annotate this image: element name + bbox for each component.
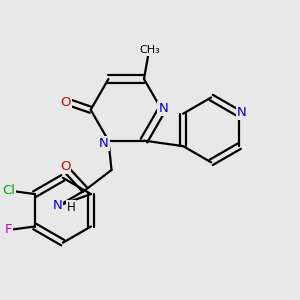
Text: O: O bbox=[61, 96, 71, 109]
Text: O: O bbox=[60, 160, 70, 173]
Text: H: H bbox=[67, 201, 76, 214]
Text: Cl: Cl bbox=[2, 184, 15, 197]
Text: F: F bbox=[5, 223, 12, 236]
Text: CH₃: CH₃ bbox=[139, 45, 160, 55]
Text: N: N bbox=[158, 102, 168, 115]
Text: N: N bbox=[237, 106, 247, 119]
Text: N: N bbox=[99, 136, 109, 150]
Text: N: N bbox=[52, 199, 62, 212]
